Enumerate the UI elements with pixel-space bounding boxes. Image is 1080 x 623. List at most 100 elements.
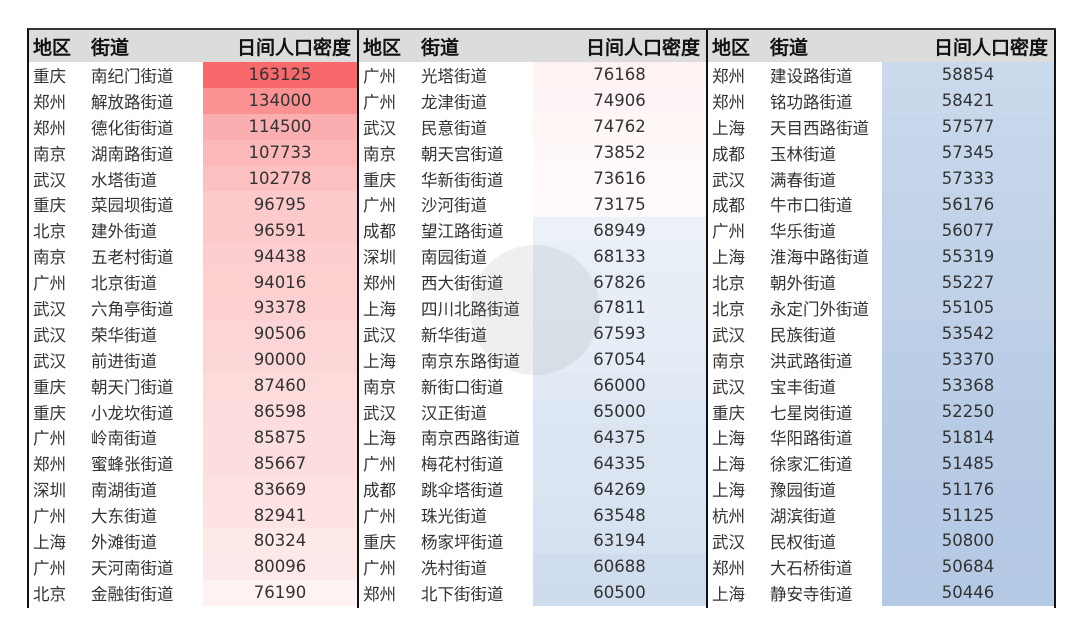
cell-region: 杭州 — [712, 507, 745, 527]
cell-region: 武汉 — [363, 403, 396, 423]
cell-region: 武汉 — [712, 170, 745, 190]
cell-density: 74906 — [533, 87, 706, 114]
cell-street: 民意街道 — [421, 118, 487, 138]
table-row: 南京 新街口街道 66000 — [359, 372, 706, 399]
cell-density: 134000 — [203, 87, 357, 114]
cell-region: 郑州 — [712, 558, 745, 578]
table-row: 广州 珠光街道 63548 — [359, 502, 706, 529]
cell-street: 天河南街道 — [91, 558, 174, 578]
cell-density: 80096 — [203, 553, 357, 580]
cell-region: 上海 — [712, 429, 745, 449]
cell-region: 成都 — [712, 196, 745, 216]
cell-region: 南京 — [712, 351, 745, 371]
cell-region: 武汉 — [712, 325, 745, 345]
header-street: 街道 — [421, 36, 460, 59]
table-column-group: 地区 街道 日间人口密度 广州 光塔街道 76168 广州 龙津街道 74906 武汉 民意街道 74… — [359, 30, 708, 608]
cell-street: 沙河街道 — [421, 196, 487, 216]
cell-density: 57577 — [882, 113, 1054, 140]
table-row: 杭州 湖滨街道 51125 — [708, 502, 1054, 529]
cell-street: 杨家坪街道 — [421, 532, 504, 552]
cell-street: 静安寺街道 — [770, 584, 853, 604]
table-row: 南京 洪武路街道 53370 — [708, 346, 1054, 373]
cell-density: 68133 — [533, 243, 706, 270]
cell-density: 63194 — [533, 528, 706, 554]
table-row: 深圳 南湖街道 83669 — [29, 476, 357, 503]
cell-density: 76190 — [203, 579, 357, 606]
cell-density: 51814 — [882, 424, 1054, 451]
cell-region: 武汉 — [33, 170, 66, 190]
table-row: 广州 冼村街道 60688 — [359, 553, 706, 580]
table-row: 南京 五老村街道 94438 — [29, 243, 357, 270]
table-row: 北京 金融街街道 76190 — [29, 579, 357, 606]
cell-street: 光塔街道 — [421, 66, 487, 86]
cell-street: 五老村街道 — [91, 248, 174, 268]
cell-density: 52250 — [882, 398, 1054, 425]
table-row: 广州 龙津街道 74906 — [359, 87, 706, 114]
table-row: 武汉 水塔街道 102778 — [29, 165, 357, 192]
header-region: 地区 — [363, 36, 402, 59]
table-row: 武汉 宝丰街道 53368 — [708, 372, 1054, 399]
cell-street: 南纪门街道 — [91, 66, 174, 86]
table-row: 广州 北京街道 94016 — [29, 269, 357, 296]
cell-street: 岭南街道 — [91, 429, 157, 449]
cell-density: 57345 — [882, 139, 1054, 166]
cell-region: 郑州 — [363, 274, 396, 294]
table-row: 重庆 七星岗街道 52250 — [708, 398, 1054, 425]
cell-street: 南京西路街道 — [421, 429, 520, 449]
table-row: 武汉 新华街道 67593 — [359, 320, 706, 347]
table-row: 重庆 华新街街道 73616 — [359, 165, 706, 192]
cell-region: 上海 — [363, 299, 396, 319]
table-row: 重庆 菜园坝街道 96795 — [29, 191, 357, 218]
cell-region: 上海 — [712, 118, 745, 138]
cell-region: 南京 — [363, 144, 396, 164]
cell-density: 85875 — [203, 424, 357, 451]
cell-density: 114500 — [203, 113, 357, 140]
cell-street: 满春街道 — [770, 170, 836, 190]
cell-region: 上海 — [712, 455, 745, 475]
cell-street: 南京东路街道 — [421, 351, 520, 371]
table-row: 成都 跳伞塔街道 64269 — [359, 476, 706, 503]
cell-street: 永定门外街道 — [770, 299, 869, 319]
cell-region: 郑州 — [712, 92, 745, 112]
table-header: 地区 街道 日间人口密度 — [708, 30, 1054, 62]
cell-street: 南园街道 — [421, 248, 487, 268]
table-row: 北京 建外街道 96591 — [29, 217, 357, 244]
cell-density: 85667 — [203, 450, 357, 477]
cell-density: 86598 — [203, 398, 357, 425]
table-row: 郑州 德化街街道 114500 — [29, 113, 357, 140]
cell-region: 北京 — [712, 299, 745, 319]
cell-density: 94016 — [203, 269, 357, 296]
cell-density: 55319 — [882, 243, 1054, 270]
cell-density: 53368 — [882, 372, 1054, 399]
table-row: 武汉 前进街道 90000 — [29, 346, 357, 373]
cell-region: 广州 — [363, 196, 396, 216]
cell-region: 重庆 — [33, 377, 66, 397]
cell-street: 湖滨街道 — [770, 507, 836, 527]
cell-street: 冼村街道 — [421, 558, 487, 578]
cell-density: 90000 — [203, 346, 357, 373]
cell-region: 广州 — [363, 558, 396, 578]
cell-street: 建外街道 — [91, 222, 157, 242]
cell-street: 朝天宫街道 — [421, 144, 504, 164]
cell-density: 63548 — [533, 502, 706, 529]
cell-region: 重庆 — [712, 403, 745, 423]
cell-region: 郑州 — [33, 92, 66, 112]
table-row: 郑州 北下街街道 60500 — [359, 579, 706, 606]
cell-street: 小龙坎街道 — [91, 403, 174, 423]
cell-density: 73175 — [533, 191, 706, 218]
table-row: 武汉 满春街道 57333 — [708, 165, 1054, 192]
cell-density: 53370 — [882, 346, 1054, 373]
cell-street: 七星岗街道 — [770, 403, 853, 423]
table-row: 广州 天河南街道 80096 — [29, 553, 357, 580]
cell-street: 外滩街道 — [91, 532, 157, 552]
cell-region: 上海 — [712, 584, 745, 604]
cell-density: 74762 — [533, 113, 706, 140]
cell-street: 湖南路街道 — [91, 144, 174, 164]
table-row: 武汉 民权街道 50800 — [708, 528, 1054, 554]
cell-region: 上海 — [712, 481, 745, 501]
cell-region: 南京 — [33, 144, 66, 164]
cell-density: 57333 — [882, 165, 1054, 192]
cell-density: 66000 — [533, 372, 706, 399]
table-row: 上海 徐家汇街道 51485 — [708, 450, 1054, 477]
cell-region: 成都 — [363, 222, 396, 242]
